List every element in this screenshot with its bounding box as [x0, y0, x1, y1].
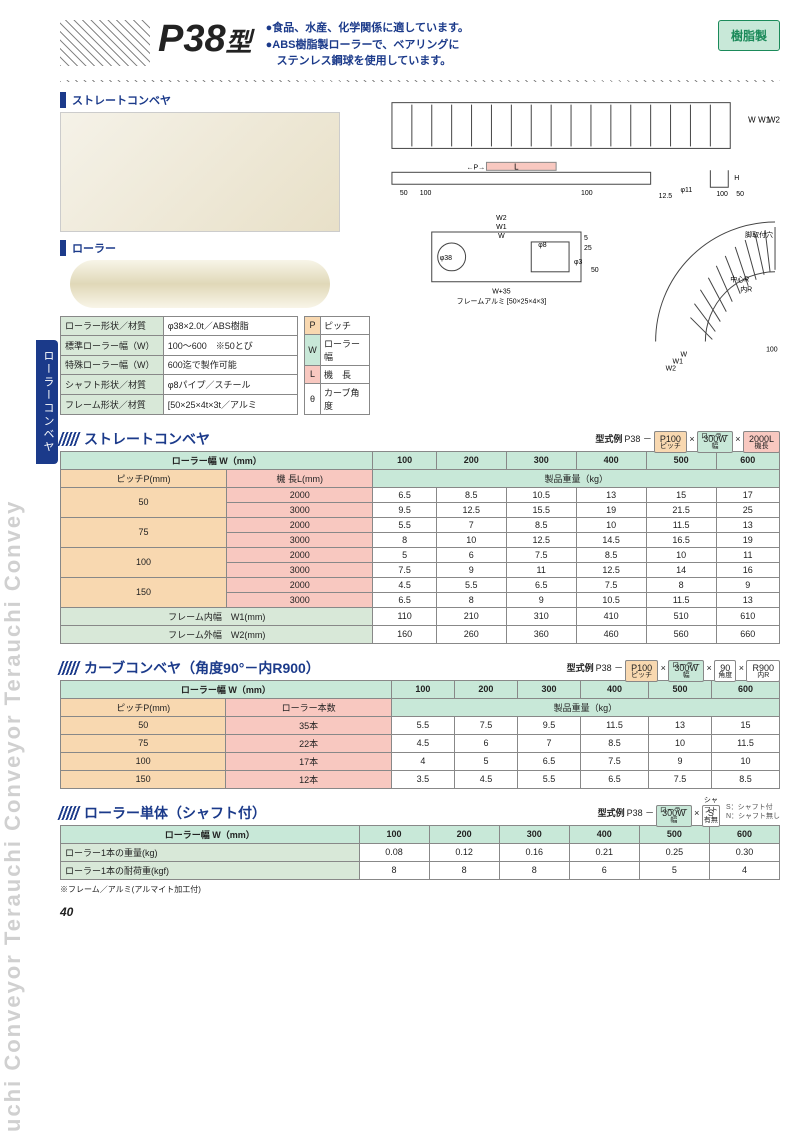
svg-text:W: W	[681, 351, 688, 358]
top-section: ストレートコンベヤ ローラー ローラー形状／材質φ38×2.0t／ABS樹脂標準…	[60, 92, 780, 415]
section1-heading: ストレートコンベヤ 型式例 P38 － P100ピッチ × 300Wローラー幅 …	[60, 429, 780, 449]
roller-photo	[70, 260, 330, 308]
svg-text:12.5: 12.5	[659, 193, 673, 200]
section2-heading: カーブコンベヤ（角度90°－内R900） 型式例 P38 － P100ピッチ ×…	[60, 658, 780, 678]
svg-text:フレームアルミ [50×25×4×3]: フレームアルミ [50×25×4×3]	[457, 297, 547, 305]
svg-text:φ3: φ3	[574, 258, 583, 265]
svg-text:50: 50	[736, 191, 744, 198]
page-number: 40	[60, 905, 780, 919]
svg-text:内R: 内R	[740, 284, 752, 293]
spec-table: ローラー形状／材質φ38×2.0t／ABS樹脂標準ローラー幅（W）100～600…	[60, 316, 298, 415]
svg-text:W1: W1	[673, 358, 684, 365]
svg-text:L: L	[514, 162, 519, 171]
svg-text:100: 100	[716, 191, 728, 198]
legend-table: PピッチWローラー幅L機 長θカーブ角度	[304, 316, 370, 415]
svg-text:50: 50	[400, 190, 408, 197]
section1-table: ローラー幅 W（mm）100200300400500600 ピッチP(mm)機 …	[60, 451, 780, 644]
svg-text:5: 5	[584, 234, 588, 241]
svg-text:φ38: φ38	[440, 254, 452, 261]
header: P38型 ●食品、水産、化学関係に適しています。 ●ABS樹脂製ローラーで、ベア…	[60, 20, 780, 70]
section3-table: ローラー幅 W（mm）100200300400500600 ローラー1本の重量(…	[60, 825, 780, 880]
svg-text:W1: W1	[496, 224, 507, 231]
conveyor-photo	[60, 112, 340, 232]
hatch-rule	[60, 80, 780, 82]
hatch-decoration	[60, 20, 150, 66]
svg-text:φ11: φ11	[681, 187, 693, 194]
model-title: P38型	[158, 20, 252, 58]
header-bullets: ●食品、水産、化学関係に適しています。 ●ABS樹脂製ローラーで、ベアリングに …	[266, 20, 469, 70]
roller-photo-label: ローラー	[60, 240, 370, 256]
svg-text:25: 25	[584, 244, 592, 251]
svg-text:50: 50	[591, 266, 599, 273]
svg-text:φ8: φ8	[538, 241, 547, 248]
svg-text:W2: W2	[666, 365, 677, 372]
section2-model-example: 型式例 P38 － P100ピッチ × 300Wローラー幅 × 90角度 × R…	[567, 661, 780, 674]
svg-text:100: 100	[581, 190, 593, 197]
footnote: ※フレーム／アルミ(アルマイト加工付)	[60, 884, 780, 895]
svg-text:脚取付穴: 脚取付穴	[745, 229, 773, 238]
material-badge: 樹脂製	[718, 20, 780, 51]
svg-text:100: 100	[420, 190, 432, 197]
svg-text:←P→: ←P→	[467, 164, 486, 171]
svg-text:W: W	[498, 232, 505, 239]
technical-diagram: W W1 W2 L ←P→ 50 100 100 12.5 φ11 H 100 50	[382, 92, 780, 372]
svg-text:W+35: W+35	[492, 288, 510, 295]
section2-table: ローラー幅 W（mm）100200300400500600 ピッチP(mm)ロー…	[60, 680, 780, 789]
svg-text:W2: W2	[496, 215, 507, 222]
conveyor-photo-label: ストレートコンベヤ	[60, 92, 370, 108]
section3-model-example: 型式例 P38 － 300Wローラー幅 × Sシャフト有無 S：シャフト付 N：…	[598, 804, 780, 821]
svg-text:中心R: 中心R	[730, 274, 749, 283]
svg-text:W: W	[748, 115, 756, 124]
svg-text:100: 100	[766, 346, 778, 353]
svg-text:H: H	[734, 175, 739, 182]
section1-model-example: 型式例 P38 － P100ピッチ × 300Wローラー幅 × 2000L機長	[595, 432, 780, 445]
svg-text:W2: W2	[768, 115, 780, 124]
section3-heading: ローラー単体（シャフト付） 型式例 P38 － 300Wローラー幅 × Sシャフ…	[60, 803, 780, 823]
